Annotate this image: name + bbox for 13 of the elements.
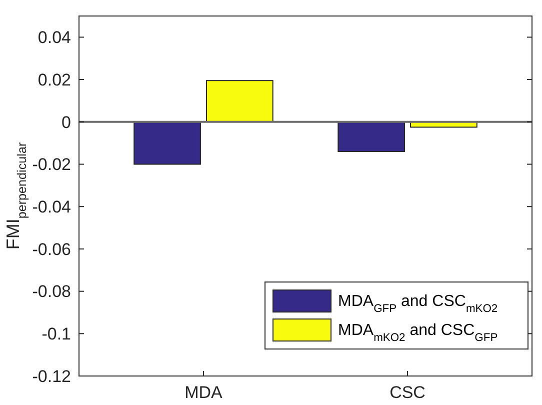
y-tick-label: 0.02	[38, 70, 71, 90]
y-tick-label: 0.04	[38, 28, 71, 48]
y-tick-label: 0	[62, 112, 71, 132]
legend-label: MDA$_{GFP}$ and CSC$_{mKO2}$	[338, 293, 498, 315]
legend-label: MDA$_{mKO2}$ and CSC$_{GFP}$	[338, 322, 498, 344]
y-tick-label: -0.12	[32, 366, 71, 386]
y-tick-label: -0.04	[32, 198, 71, 217]
x-tick-label: MDA	[184, 383, 224, 402]
y-tick-label: -0.1	[42, 324, 71, 344]
x-tick-label: CSC	[390, 383, 426, 402]
y-tick-label: -0.06	[32, 240, 71, 259]
y-tick-label: -0.08	[32, 282, 71, 302]
y-tick-label: -0.02	[32, 155, 71, 174]
